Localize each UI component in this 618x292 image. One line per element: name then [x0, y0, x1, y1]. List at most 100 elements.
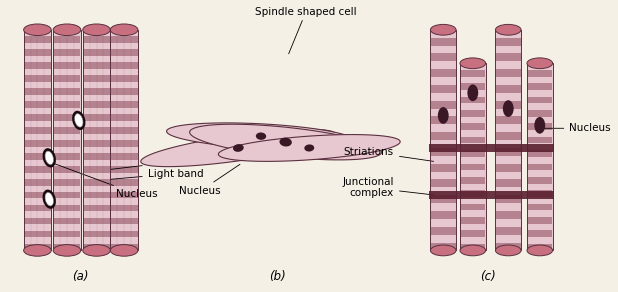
Ellipse shape	[527, 58, 552, 69]
Bar	[83, 225, 110, 231]
Ellipse shape	[431, 25, 456, 35]
Ellipse shape	[111, 245, 138, 256]
Bar	[24, 121, 51, 127]
Bar	[54, 30, 80, 36]
Bar	[111, 179, 138, 185]
Bar	[527, 70, 552, 77]
Bar	[24, 56, 51, 62]
Bar	[54, 192, 80, 199]
Bar	[460, 170, 485, 177]
Bar	[431, 219, 455, 227]
Polygon shape	[167, 123, 355, 150]
Bar	[54, 49, 80, 56]
Bar	[460, 103, 485, 110]
Bar	[496, 187, 521, 195]
Bar	[111, 36, 138, 43]
Bar	[111, 218, 138, 225]
Bar	[496, 117, 521, 124]
Bar	[496, 124, 521, 132]
Ellipse shape	[43, 190, 56, 209]
Bar	[431, 180, 455, 187]
Ellipse shape	[496, 25, 521, 35]
Bar	[83, 153, 110, 159]
Bar	[496, 156, 521, 164]
Bar	[83, 185, 110, 192]
Bar	[431, 30, 456, 251]
Bar	[54, 199, 80, 205]
Ellipse shape	[460, 245, 486, 256]
Bar	[83, 95, 110, 101]
Bar	[83, 36, 110, 43]
Bar	[83, 179, 110, 185]
Bar	[527, 90, 552, 97]
Bar	[54, 62, 80, 69]
Bar	[496, 30, 521, 251]
Bar	[496, 77, 521, 85]
Bar	[24, 82, 51, 88]
Bar	[460, 117, 485, 124]
Bar	[54, 159, 80, 166]
Bar	[24, 237, 51, 244]
Bar	[24, 134, 51, 140]
Bar	[111, 30, 138, 36]
Bar	[54, 108, 80, 114]
Bar	[111, 244, 138, 251]
Bar	[53, 30, 81, 251]
Bar	[527, 77, 552, 83]
Bar	[111, 88, 138, 95]
Bar	[496, 219, 521, 227]
Bar	[496, 140, 521, 148]
Bar	[527, 164, 552, 170]
Bar	[496, 172, 521, 180]
Bar	[460, 230, 485, 237]
Bar	[527, 63, 552, 251]
Bar	[24, 166, 51, 173]
Bar	[496, 30, 521, 251]
Bar	[111, 95, 138, 101]
Bar	[496, 109, 521, 117]
Bar	[496, 235, 521, 243]
Bar	[460, 164, 485, 170]
Ellipse shape	[53, 245, 81, 256]
Bar	[460, 177, 485, 184]
Bar	[460, 197, 485, 204]
Bar	[83, 173, 110, 179]
Bar	[83, 127, 110, 134]
Bar	[54, 121, 80, 127]
Bar	[111, 140, 138, 147]
Bar	[24, 179, 51, 185]
Bar	[496, 38, 521, 46]
Bar	[24, 49, 51, 56]
Bar	[83, 147, 110, 153]
Bar	[496, 93, 521, 101]
Bar	[527, 137, 552, 143]
Bar	[83, 82, 110, 88]
Bar	[460, 244, 485, 251]
Bar	[496, 203, 521, 211]
Bar	[527, 230, 552, 237]
Bar	[527, 157, 552, 164]
Bar	[111, 237, 138, 244]
Bar	[83, 231, 110, 237]
Bar	[496, 148, 521, 156]
Ellipse shape	[23, 24, 51, 36]
Bar	[54, 237, 80, 244]
Bar	[431, 195, 455, 203]
Text: Nucleus: Nucleus	[543, 123, 611, 133]
Bar	[496, 132, 521, 140]
Bar	[431, 101, 455, 109]
Bar	[54, 101, 80, 108]
Text: (c): (c)	[480, 270, 496, 283]
Bar	[431, 227, 455, 235]
Bar	[54, 205, 80, 211]
Bar	[527, 184, 552, 190]
Bar	[431, 124, 455, 132]
Bar	[23, 30, 51, 251]
Bar	[54, 134, 80, 140]
Bar	[111, 173, 138, 179]
Bar	[83, 237, 110, 244]
Bar	[111, 192, 138, 199]
Bar	[527, 224, 552, 230]
Ellipse shape	[460, 58, 486, 69]
Text: Dark band: Dark band	[111, 157, 202, 169]
